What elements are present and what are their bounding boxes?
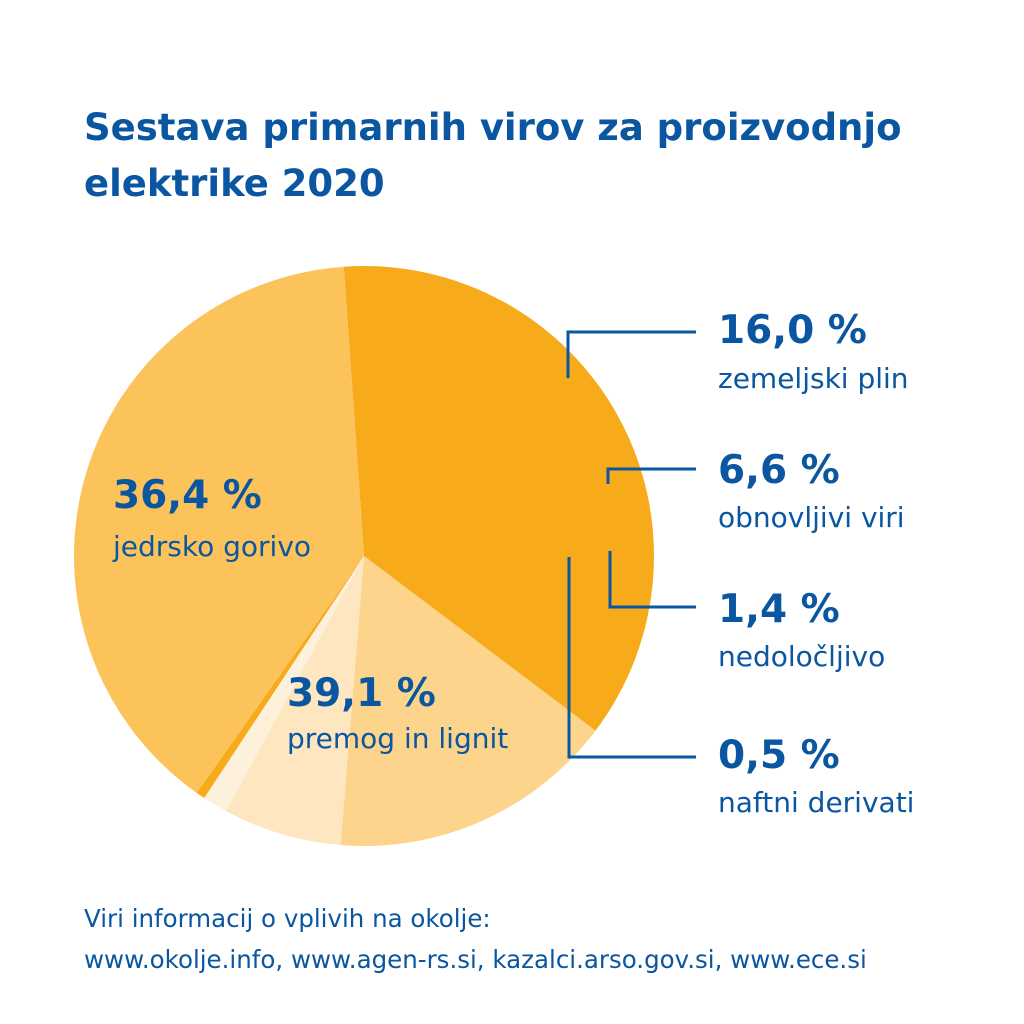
leader-line-zemeljski-plin [566, 330, 696, 378]
pie-slice-zemeljski-plin [340, 556, 596, 846]
category-label-naftni-derivati: naftni derivati [718, 786, 914, 819]
slice-labels: 36,4 % jedrsko gorivo 16,0 % zemeljski plin… [112, 308, 914, 819]
value-label-jedrsko-gorivo: 36,4 % [113, 473, 262, 518]
value-label-premog-in-lignit: 39,1 % [287, 671, 436, 716]
value-label-nedolocljivo: 1,4 % [718, 587, 840, 632]
pie-slice-nedolocljivo [204, 556, 364, 812]
value-label-zemeljski-plin: 16,0 % [718, 308, 867, 353]
leader-line-nedolocljivo [608, 551, 696, 609]
pie-slice-obnovljivi-viri [226, 556, 364, 846]
leader-line-naftni-derivati [567, 557, 696, 759]
leader-line-obnovljivi-viri [606, 467, 696, 484]
leader-lines [566, 330, 696, 759]
chart-title-line-2: elektrike 2020 [84, 162, 385, 205]
category-label-premog-in-lignit: premog in lignit [287, 722, 508, 755]
sources-links: www.okolje.info, www.agen-rs.si, kazalci… [84, 945, 867, 974]
value-label-obnovljivi-viri: 6,6 % [718, 448, 840, 493]
sources-footer: Viri informacij o vplivih na okolje: www… [84, 898, 984, 980]
pie-slices [73, 266, 655, 846]
category-label-obnovljivi-viri: obnovljivi viri [718, 501, 905, 534]
category-label-jedrsko-gorivo: jedrsko gorivo [112, 530, 311, 563]
pie-slice-naftni-derivati [196, 556, 364, 798]
chart-title: Sestava primarnih virov za proizvodnjo e… [84, 100, 964, 212]
pie-slice-premog-in-lignit [73, 266, 364, 793]
category-label-nedolocljivo: nedoločljivo [718, 640, 885, 673]
category-label-zemeljski-plin: zemeljski plin [718, 362, 909, 395]
value-label-naftni-derivati: 0,5 % [718, 733, 840, 778]
pie-slice-jedrsko-gorivo [343, 266, 655, 731]
sources-heading: Viri informacij o vplivih na okolje: [84, 904, 491, 933]
chart-title-line-1: Sestava primarnih virov za proizvodnjo [84, 106, 902, 149]
